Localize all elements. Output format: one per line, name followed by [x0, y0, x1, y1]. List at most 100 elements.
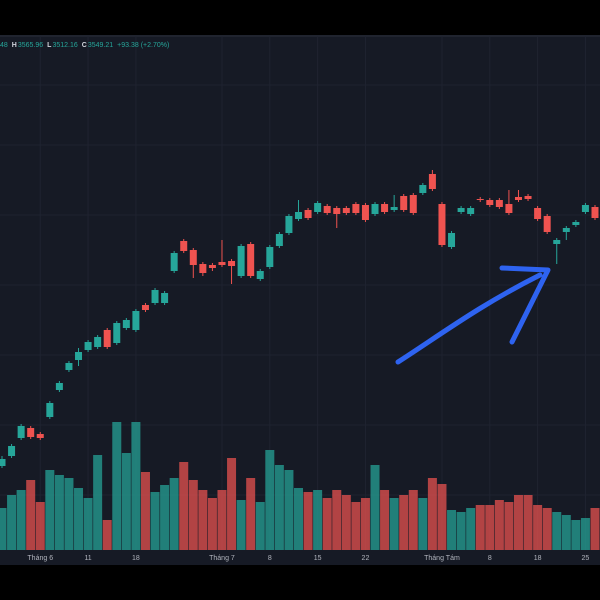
volume-bar: [533, 505, 543, 550]
candle-body: [218, 262, 226, 265]
candle-body: [55, 383, 63, 390]
candle-body: [562, 228, 570, 232]
legend-value: 3512.16: [52, 42, 77, 49]
candle-body: [237, 246, 245, 276]
x-tick-label: Tháng 7: [209, 555, 235, 562]
candle-body: [46, 403, 54, 417]
candle-body: [132, 311, 140, 330]
candle-body: [448, 233, 456, 247]
volume-bar: [341, 495, 351, 550]
candle-body: [390, 207, 398, 210]
candle-body: [409, 195, 417, 213]
candle-body: [113, 323, 121, 343]
volume-bar: [179, 462, 189, 550]
candle-body: [304, 210, 312, 218]
legend-value: 3565.96: [18, 42, 43, 49]
volume-bars: [0, 422, 600, 550]
volume-bar: [580, 518, 590, 550]
volume-bar: [217, 490, 227, 550]
legend-value: 48: [0, 42, 8, 49]
volume-bar: [236, 500, 246, 550]
candle-body: [247, 244, 255, 276]
volume-bar: [0, 508, 7, 550]
legend-label: H: [12, 42, 17, 49]
volume-bar: [351, 502, 361, 550]
x-tick-label: Tháng 6: [27, 555, 53, 562]
candle-body: [208, 265, 216, 268]
candle-body: [36, 434, 44, 438]
volume-bar: [255, 502, 265, 550]
x-tick-label: 8: [488, 555, 492, 562]
volume-bar: [140, 472, 150, 550]
volume-bar: [265, 450, 275, 550]
volume-bar: [590, 508, 600, 550]
volume-bar: [418, 498, 428, 550]
x-tick-label: 8: [268, 555, 272, 562]
volume-bar: [370, 465, 380, 550]
candle-body: [266, 247, 274, 267]
candle-body: [161, 293, 169, 303]
candle-body: [457, 208, 465, 212]
candle-body: [84, 342, 92, 350]
x-axis: Tháng 6 11 18 Tháng 7 8 15 22 Tháng Tám 8 18 25: [27, 555, 589, 562]
candle-body: [371, 204, 379, 214]
volume-bar: [313, 490, 323, 550]
volume-bar: [475, 505, 485, 550]
candle-body: [65, 363, 73, 370]
candle-body: [141, 305, 149, 310]
volume-bar: [45, 470, 55, 550]
volume-bar: [332, 490, 342, 550]
volume-bar: [16, 490, 26, 550]
ohlc-legend: 48 H 3565.96 L 3512.16 C 3549.21 +93.38 (+2.70%…: [0, 42, 169, 49]
candle-body: [180, 241, 188, 251]
candle-body: [94, 337, 102, 347]
candles: [0, 170, 599, 468]
candle-body: [361, 205, 369, 220]
candle-body: [591, 207, 599, 218]
candle-body: [323, 206, 331, 213]
candle-body: [438, 204, 446, 245]
volume-bar: [437, 484, 447, 550]
candle-body: [314, 203, 322, 212]
volume-bar: [112, 422, 122, 550]
candle-body: [581, 205, 589, 212]
volume-bar: [131, 422, 141, 550]
candle-body: [27, 428, 35, 437]
volume-bar: [380, 490, 390, 550]
candle-body: [151, 290, 159, 303]
x-tick-label: 22: [362, 555, 370, 562]
volume-bar: [360, 498, 370, 550]
arrow-annotation: [395, 265, 551, 365]
volume-bar: [322, 498, 332, 550]
candle-body: [514, 197, 522, 200]
volume-bar: [456, 512, 466, 550]
legend-label: L: [47, 42, 52, 49]
candle-body: [333, 208, 341, 214]
candle-body: [75, 352, 83, 360]
candle-body: [495, 200, 503, 207]
volume-bar: [523, 495, 533, 550]
volume-bar: [102, 520, 112, 550]
volume-bar: [571, 520, 581, 550]
candle-body: [199, 264, 207, 273]
candle-body: [352, 204, 360, 213]
candle-body: [228, 261, 236, 266]
candle-body: [103, 330, 111, 347]
volume-bar: [284, 470, 294, 550]
volume-bar: [74, 488, 84, 550]
volume-bar: [274, 465, 284, 550]
volume-bar: [399, 495, 409, 550]
candle-body: [524, 196, 532, 199]
volume-bar: [513, 495, 523, 550]
candle-body: [8, 446, 16, 456]
legend-value: 3549.21: [88, 42, 113, 49]
x-tick-label: 18: [534, 555, 542, 562]
volume-bar: [150, 492, 160, 550]
volume-bar: [466, 508, 476, 550]
x-tick-label: 25: [582, 555, 590, 562]
volume-bar: [494, 500, 504, 550]
candle-body: [486, 200, 494, 205]
candle-body: [170, 253, 178, 271]
